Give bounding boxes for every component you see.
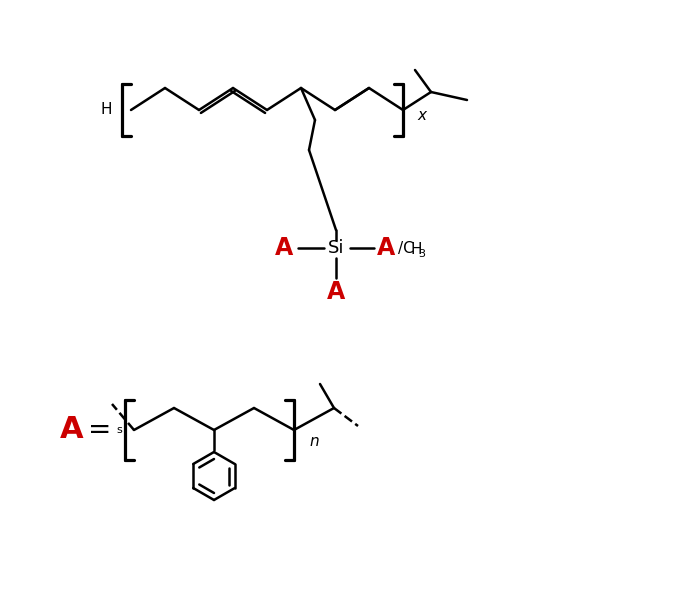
Text: /C: /C [398, 241, 413, 257]
Text: n: n [309, 434, 319, 449]
Text: A: A [327, 280, 345, 304]
Text: 3: 3 [418, 249, 425, 259]
Text: A: A [377, 236, 395, 260]
Text: x: x [417, 107, 426, 122]
Text: =: = [88, 416, 112, 444]
Text: A: A [275, 236, 293, 260]
Text: A: A [61, 415, 84, 445]
Text: H: H [410, 241, 422, 257]
Text: Si: Si [328, 239, 344, 257]
Text: s: s [116, 425, 122, 435]
Text: H: H [101, 103, 112, 118]
